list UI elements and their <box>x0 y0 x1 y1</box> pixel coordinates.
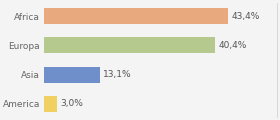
Bar <box>44 67 100 83</box>
Text: 43,4%: 43,4% <box>232 12 260 21</box>
Text: 13,1%: 13,1% <box>103 70 132 79</box>
Text: 3,0%: 3,0% <box>60 99 83 108</box>
Bar <box>44 37 215 53</box>
Bar <box>44 8 228 24</box>
Text: 40,4%: 40,4% <box>219 41 247 50</box>
Bar <box>44 96 57 112</box>
